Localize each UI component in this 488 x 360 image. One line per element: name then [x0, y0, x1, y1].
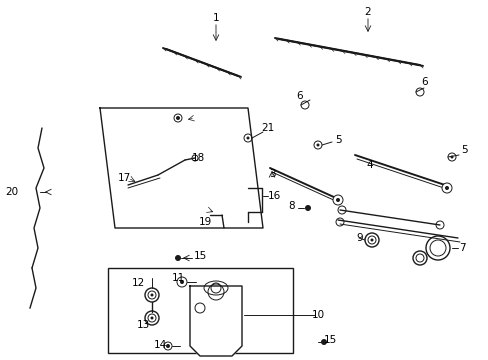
- Circle shape: [165, 344, 170, 348]
- Text: 9: 9: [356, 233, 363, 243]
- Text: 20: 20: [5, 187, 19, 197]
- Circle shape: [150, 293, 153, 297]
- Circle shape: [444, 186, 448, 190]
- Text: 15: 15: [323, 335, 336, 345]
- Circle shape: [176, 116, 180, 120]
- Text: 5: 5: [460, 145, 467, 155]
- Text: 11: 11: [171, 273, 184, 283]
- Text: 5: 5: [334, 135, 341, 145]
- Circle shape: [316, 144, 319, 147]
- Text: 6: 6: [296, 91, 303, 101]
- Text: 12: 12: [131, 278, 144, 288]
- Circle shape: [305, 205, 310, 211]
- Text: 21: 21: [261, 123, 274, 133]
- Text: 13: 13: [136, 320, 149, 330]
- Circle shape: [175, 255, 181, 261]
- Text: 15: 15: [193, 251, 206, 261]
- Text: 14: 14: [153, 340, 166, 350]
- Circle shape: [335, 198, 339, 202]
- Text: 4: 4: [366, 160, 372, 170]
- Circle shape: [332, 195, 342, 205]
- Text: 8: 8: [288, 201, 295, 211]
- Text: 1: 1: [212, 13, 219, 23]
- Circle shape: [449, 156, 452, 158]
- Text: 16: 16: [267, 191, 280, 201]
- Circle shape: [320, 339, 326, 345]
- Text: 2: 2: [364, 7, 370, 17]
- Text: 10: 10: [311, 310, 324, 320]
- Circle shape: [370, 239, 373, 242]
- Text: 17: 17: [117, 173, 130, 183]
- Circle shape: [441, 183, 451, 193]
- Circle shape: [180, 280, 183, 284]
- Text: 19: 19: [198, 217, 211, 227]
- Bar: [108, 268, 292, 353]
- Text: 3: 3: [268, 169, 275, 179]
- Circle shape: [246, 136, 249, 140]
- Text: 18: 18: [191, 153, 204, 163]
- Text: 6: 6: [421, 77, 427, 87]
- Polygon shape: [190, 286, 242, 356]
- Circle shape: [150, 316, 153, 320]
- Text: 7: 7: [458, 243, 465, 253]
